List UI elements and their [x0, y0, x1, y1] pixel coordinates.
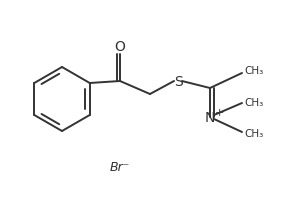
Text: +: +	[215, 108, 224, 118]
Text: CH₃: CH₃	[244, 66, 263, 76]
Text: CH₃: CH₃	[244, 98, 263, 108]
Text: Br⁻: Br⁻	[110, 161, 130, 174]
Text: O: O	[114, 40, 125, 54]
Text: S: S	[174, 75, 182, 89]
Text: N: N	[205, 110, 215, 124]
Text: CH₃: CH₃	[244, 128, 263, 138]
